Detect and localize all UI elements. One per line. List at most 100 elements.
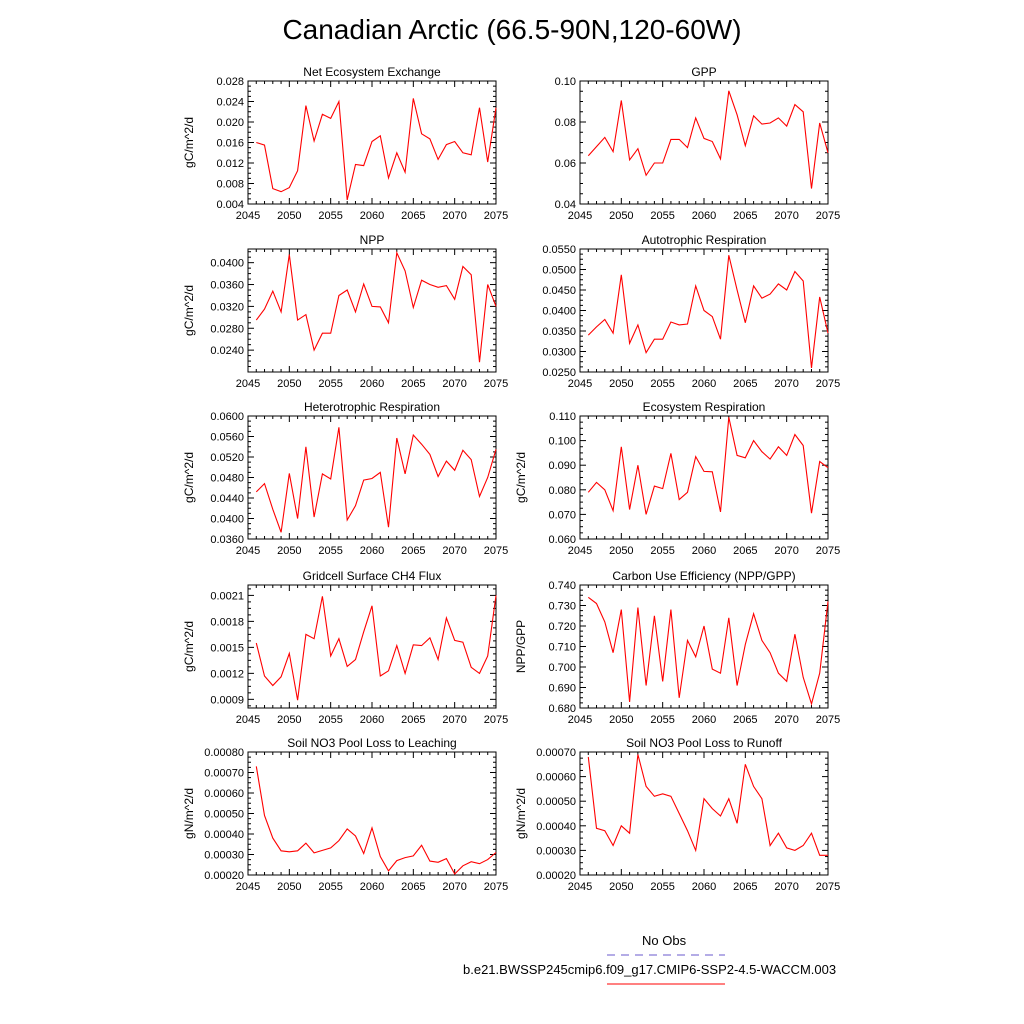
x-tick-label: 2060 (692, 210, 716, 222)
panel-title: Ecosystem Respiration (643, 400, 766, 414)
y-tick-label: 0.0320 (210, 301, 244, 313)
panel-title: Soil NO3 Pool Loss to Leaching (287, 736, 456, 750)
y-tick-label: 0.00030 (204, 850, 244, 862)
y-tick-label: 0.720 (548, 621, 576, 633)
x-tick-label: 2070 (774, 378, 798, 390)
y-tick-label: 0.00030 (536, 845, 576, 857)
y-tick-label: 0.680 (548, 703, 576, 715)
panel-7: Gridcell Surface CH4 Flux gC/m^2/d 2045 205… (182, 569, 508, 726)
y-axis-label: gC/m^2/d (182, 285, 196, 336)
y-tick-label: 0.008 (216, 179, 244, 191)
y-tick-label: 0.070 (548, 509, 576, 521)
y-tick-label: 0.00050 (204, 809, 244, 821)
series-line (587, 417, 829, 515)
y-tick-label: 0.0350 (542, 326, 576, 338)
x-tick-label: 2050 (277, 545, 301, 557)
y-axis-label: NPP/GPP (514, 620, 528, 673)
y-tick-label: 0.0600 (210, 411, 244, 423)
panel-5: Heterotrophic Respiration gC/m^2/d 2045 205… (182, 400, 508, 557)
x-tick-label: 2070 (774, 881, 798, 893)
y-tick-label: 0.0400 (210, 514, 244, 526)
x-tick-label: 2050 (277, 714, 301, 726)
series-line (587, 596, 829, 706)
x-tick-label: 2045 (568, 210, 592, 222)
y-tick-label: 0.00060 (536, 772, 576, 784)
x-tick-label: 2045 (236, 210, 260, 222)
y-tick-label: 0.710 (548, 642, 576, 654)
x-tick-label: 2060 (360, 378, 384, 390)
y-tick-label: 0.00080 (204, 747, 244, 759)
y-tick-label: 0.04 (555, 199, 576, 211)
x-tick-label: 2065 (401, 210, 425, 222)
x-tick-label: 2075 (816, 210, 840, 222)
series-line (587, 754, 828, 856)
x-tick-label: 2075 (484, 545, 508, 557)
x-tick-label: 2075 (484, 881, 508, 893)
y-tick-label: 0.0450 (542, 285, 576, 297)
x-tick-label: 2075 (816, 714, 840, 726)
x-tick-label: 2050 (609, 545, 633, 557)
y-tick-label: 0.00060 (204, 788, 244, 800)
y-tick-label: 0.00020 (536, 870, 576, 882)
x-tick-label: 2050 (609, 881, 633, 893)
x-tick-label: 2055 (650, 881, 674, 893)
plot-frame (579, 80, 829, 205)
series-line (587, 255, 829, 368)
y-tick-label: 0.080 (548, 485, 576, 497)
y-tick-label: 0.0012 (210, 668, 244, 680)
x-tick-label: 2045 (568, 714, 592, 726)
y-tick-label: 0.740 (548, 580, 576, 592)
plot-frame (247, 584, 497, 709)
series-line (255, 595, 497, 701)
x-tick-label: 2065 (401, 714, 425, 726)
panel-title: Gridcell Surface CH4 Flux (303, 569, 442, 583)
panel-title: Autotrophic Respiration (642, 233, 767, 247)
x-tick-label: 2075 (484, 210, 508, 222)
y-tick-label: 0.0021 (210, 590, 244, 602)
y-tick-label: 0.0480 (210, 473, 244, 485)
panel-4: Autotrophic Respiration 2045 2050 2055 2060 2… (542, 233, 840, 390)
y-tick-label: 0.060 (548, 534, 576, 546)
x-tick-label: 2060 (692, 881, 716, 893)
y-tick-label: 0.00020 (204, 870, 244, 882)
series-line (255, 250, 497, 363)
x-tick-label: 2060 (692, 714, 716, 726)
x-tick-label: 2065 (401, 545, 425, 557)
x-tick-label: 2070 (442, 545, 466, 557)
x-tick-label: 2065 (733, 378, 757, 390)
y-tick-label: 0.690 (548, 683, 576, 695)
y-tick-label: 0.700 (548, 662, 576, 674)
x-tick-label: 2065 (733, 545, 757, 557)
y-tick-label: 0.0018 (210, 616, 244, 628)
plot-frame (579, 751, 829, 876)
panel-title: Carbon Use Efficiency (NPP/GPP) (612, 569, 795, 583)
x-tick-label: 2075 (816, 378, 840, 390)
plot-frame (247, 751, 497, 876)
x-tick-label: 2070 (774, 545, 798, 557)
y-tick-label: 0.0500 (542, 265, 576, 277)
x-tick-label: 2075 (816, 881, 840, 893)
panel-9: Soil NO3 Pool Loss to Leaching gN/m^2/d 20… (182, 736, 508, 893)
x-tick-label: 2045 (568, 881, 592, 893)
y-tick-label: 0.10 (555, 76, 576, 88)
plot-frame (247, 415, 497, 540)
x-tick-label: 2045 (568, 545, 592, 557)
x-tick-label: 2045 (568, 378, 592, 390)
panel-6: Ecosystem Respiration gC/m^2/d 2045 2050 205… (514, 400, 840, 557)
x-tick-label: 2060 (360, 210, 384, 222)
plot-frame (247, 248, 497, 373)
y-tick-label: 0.090 (548, 460, 576, 472)
y-tick-label: 0.012 (216, 158, 244, 170)
y-tick-label: 0.730 (548, 601, 576, 613)
x-tick-label: 2045 (236, 881, 260, 893)
panel-title: Soil NO3 Pool Loss to Runoff (626, 736, 783, 750)
y-tick-label: 0.0360 (210, 280, 244, 292)
y-tick-label: 0.00050 (536, 796, 576, 808)
x-tick-label: 2075 (816, 545, 840, 557)
y-tick-label: 0.06 (555, 158, 576, 170)
x-tick-label: 2050 (609, 210, 633, 222)
y-axis-label: gC/m^2/d (182, 621, 196, 672)
x-tick-label: 2065 (733, 210, 757, 222)
y-axis-label: gN/m^2/d (182, 788, 196, 839)
y-tick-label: 0.0015 (210, 642, 244, 654)
